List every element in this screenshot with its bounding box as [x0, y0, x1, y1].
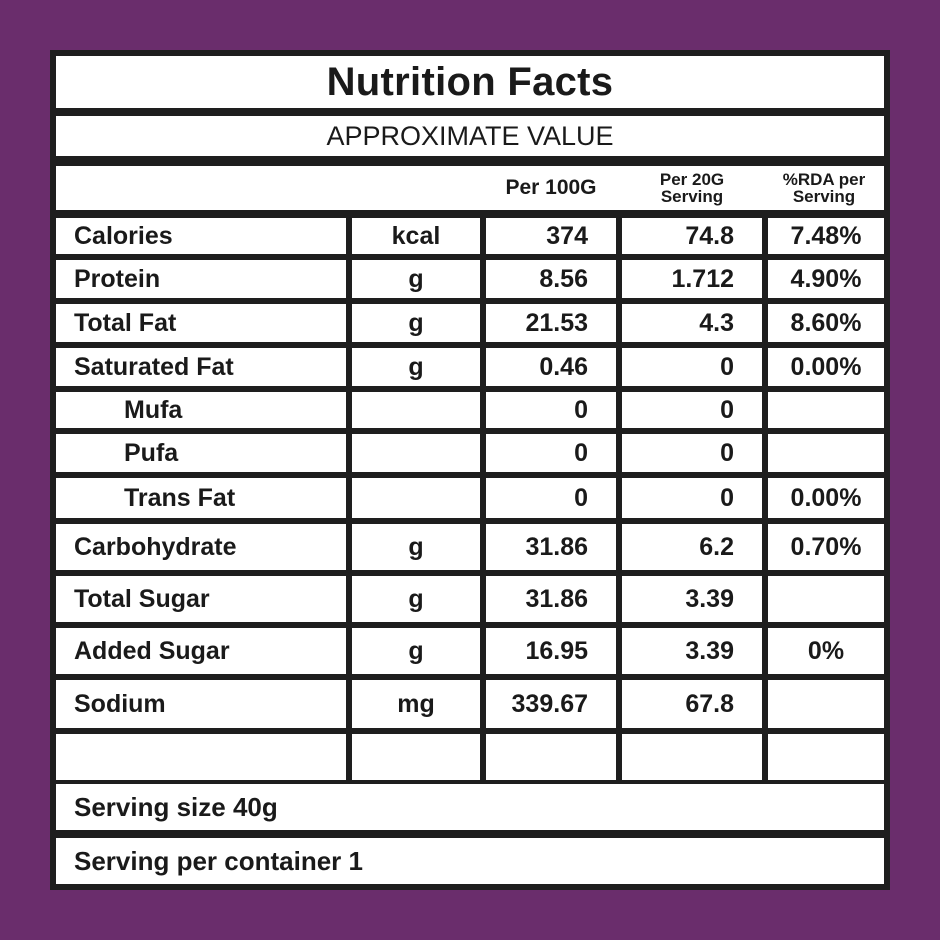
cell-per20: 0 [622, 478, 762, 518]
cell-name: Protein [56, 260, 346, 298]
cell-per100: 8.56 [486, 260, 616, 298]
cell-unit: g [352, 524, 480, 570]
cell-rda [768, 392, 884, 428]
cell-unit: g [352, 260, 480, 298]
cell-name: Carbohydrate [56, 524, 346, 570]
cell-name: Saturated Fat [56, 348, 346, 386]
cell-rda [768, 680, 884, 728]
cell-rda: 8.60% [768, 304, 884, 342]
cell-name: Pufa [56, 434, 346, 472]
cell-rda: 7.48% [768, 218, 884, 254]
cell-unit [352, 392, 480, 428]
cell-rda [768, 434, 884, 472]
cell-unit [352, 434, 480, 472]
cell-per20: 0 [622, 392, 762, 428]
nutrition-title: Nutrition Facts [56, 56, 884, 108]
cell-per20: 3.39 [622, 576, 762, 622]
header-per-100g: Per 100G [482, 166, 620, 210]
cell-per20 [622, 734, 762, 780]
cell-unit [352, 734, 480, 780]
cell-rda: 0.70% [768, 524, 884, 570]
cell-rda: 0.00% [768, 348, 884, 386]
cell-per20: 3.39 [622, 628, 762, 674]
cell-per100: 31.86 [486, 576, 616, 622]
cell-rda: 4.90% [768, 260, 884, 298]
cell-name: Sodium [56, 680, 346, 728]
cell-rda [768, 734, 884, 780]
cell-unit: g [352, 628, 480, 674]
cell-name: Trans Fat [56, 478, 346, 518]
serving-per-container: Serving per container 1 [56, 838, 884, 884]
cell-per20: 67.8 [622, 680, 762, 728]
cell-per20: 4.3 [622, 304, 762, 342]
cell-unit: g [352, 304, 480, 342]
cell-per100: 16.95 [486, 628, 616, 674]
cell-per100: 0 [486, 392, 616, 428]
cell-name: Total Sugar [56, 576, 346, 622]
header-blank-cell [56, 166, 482, 210]
cell-name: Added Sugar [56, 628, 346, 674]
cell-unit [352, 478, 480, 518]
cell-per100 [486, 734, 616, 780]
cell-unit: g [352, 348, 480, 386]
cell-per100: 374 [486, 218, 616, 254]
cell-name: Mufa [56, 392, 346, 428]
cell-per100: 21.53 [486, 304, 616, 342]
nutrition-facts-panel: Nutrition Facts APPROXIMATE VALUE Per 10… [50, 50, 890, 890]
cell-per100: 31.86 [486, 524, 616, 570]
header-rda-per-serving: %RDA per Serving [764, 166, 884, 210]
serving-size: Serving size 40g [56, 784, 884, 830]
cell-name: Calories [56, 218, 346, 254]
cell-per20: 1.712 [622, 260, 762, 298]
approximate-value-subtitle: APPROXIMATE VALUE [56, 116, 884, 156]
cell-per100: 0 [486, 434, 616, 472]
cell-rda: 0.00% [768, 478, 884, 518]
cell-unit: kcal [352, 218, 480, 254]
cell-per100: 0.46 [486, 348, 616, 386]
cell-rda [768, 576, 884, 622]
cell-name: Total Fat [56, 304, 346, 342]
cell-per20: 0 [622, 348, 762, 386]
cell-name [56, 734, 346, 780]
cell-unit: mg [352, 680, 480, 728]
cell-unit: g [352, 576, 480, 622]
cell-per100: 339.67 [486, 680, 616, 728]
cell-per20: 6.2 [622, 524, 762, 570]
cell-per100: 0 [486, 478, 616, 518]
cell-per20: 0 [622, 434, 762, 472]
cell-rda: 0% [768, 628, 884, 674]
header-per-20g-serving: Per 20G Serving [620, 166, 764, 210]
cell-per20: 74.8 [622, 218, 762, 254]
